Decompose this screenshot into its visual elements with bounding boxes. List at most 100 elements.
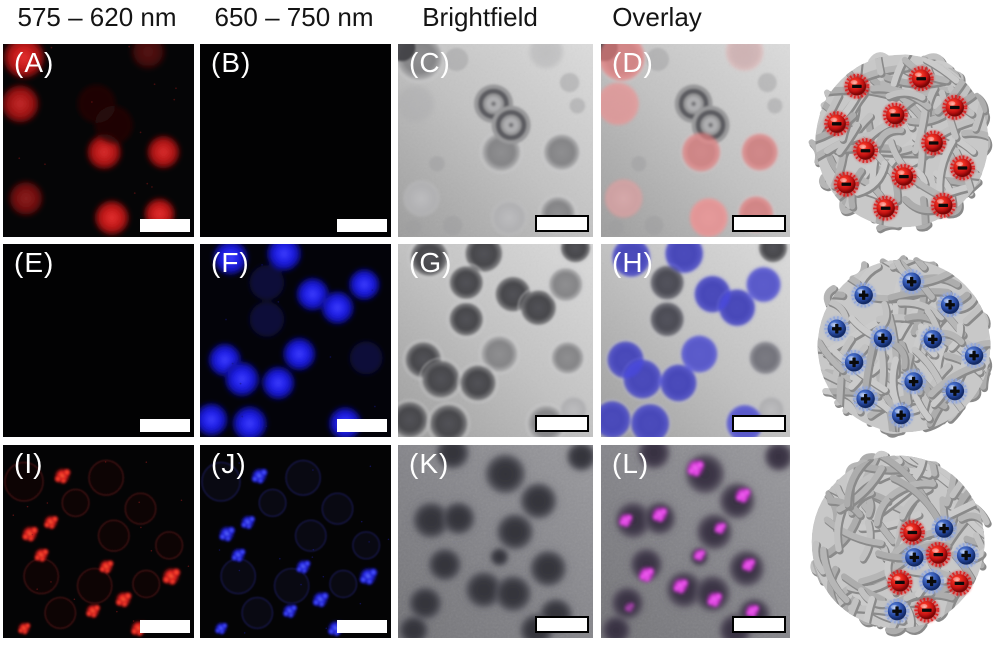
blue-cationic-microgel xyxy=(920,326,946,352)
panel-k-brightfielddark: (K) xyxy=(398,445,593,638)
blue-cationic-microgel xyxy=(841,349,867,375)
faint-microgel-outlines xyxy=(201,459,381,630)
faint-microgel-outlines xyxy=(4,459,184,630)
micrograph-image xyxy=(601,244,790,437)
scale-bar xyxy=(535,415,589,432)
panel-h-overlay: (H) xyxy=(601,244,790,437)
panel-e-blank: (E) xyxy=(3,244,194,437)
schematic-scaffold-blue-cationic-microgels xyxy=(808,250,994,442)
minus-sign xyxy=(880,206,891,210)
blue-cationic-microgel xyxy=(900,368,927,395)
red-anionic-microgel xyxy=(887,569,913,595)
fluorescent-blob-clusters xyxy=(214,467,379,638)
plus-sign xyxy=(849,357,859,368)
panel-label: (H) xyxy=(612,247,654,278)
minus-sign xyxy=(950,105,960,110)
schematic-illustration xyxy=(817,255,993,438)
scale-bar xyxy=(732,415,786,432)
schematic-illustration xyxy=(810,450,992,637)
panel-i-fluorblobs: (I) xyxy=(3,445,194,638)
scale-bar xyxy=(140,219,190,232)
blue-cationic-microgel xyxy=(870,325,896,351)
plus-sign xyxy=(939,523,949,534)
schematic-illustration xyxy=(808,52,993,234)
fluorescent-microgels xyxy=(3,44,182,237)
plus-sign xyxy=(928,334,938,345)
column-header-650-750nm: 650 – 750 nm xyxy=(214,2,374,32)
column-header-brightfield: Brightfield xyxy=(422,2,538,32)
blue-cationic-microgel xyxy=(901,544,927,571)
panel-label: (B) xyxy=(211,47,252,78)
red-anionic-microgel xyxy=(925,541,951,568)
blue-cationic-microgel xyxy=(888,402,914,428)
panel-b-blank: (B) xyxy=(200,44,391,237)
red-anionic-microgel xyxy=(949,155,976,181)
micrograph-image xyxy=(398,244,593,437)
panel-label: (D) xyxy=(612,47,654,78)
red-anionic-microgel xyxy=(882,102,908,128)
panel-label: (G) xyxy=(409,247,453,278)
plus-sign xyxy=(945,299,955,310)
blue-cationic-microgel xyxy=(942,378,968,404)
minus-sign xyxy=(938,203,949,208)
plus-sign xyxy=(832,323,842,334)
minus-sign xyxy=(928,141,939,145)
column-header-overlay: Overlay xyxy=(612,2,702,32)
red-anionic-microgel xyxy=(852,137,879,164)
scale-bar xyxy=(337,219,387,232)
panel-g-brightfield: (G) xyxy=(398,244,593,437)
minus-sign xyxy=(916,77,926,81)
panel-f-fluor: (F) xyxy=(200,244,391,437)
minus-sign xyxy=(860,149,871,153)
blue-cationic-microgel xyxy=(824,316,850,342)
fluorescent-blob-clusters xyxy=(17,467,182,638)
blue-cationic-microgel xyxy=(899,269,925,295)
red-anionic-microgel xyxy=(833,171,859,197)
minus-sign xyxy=(831,122,842,126)
minus-sign xyxy=(954,581,965,586)
panel-label: (I) xyxy=(14,448,44,479)
red-anionic-microgel xyxy=(908,65,934,92)
minus-sign xyxy=(890,113,901,117)
brightfield-microgels xyxy=(398,244,593,437)
scale-bar xyxy=(140,419,190,432)
panel-j-fluorblobs: (J) xyxy=(200,445,391,638)
micrograph-image xyxy=(200,445,391,638)
panel-label: (K) xyxy=(409,448,450,479)
fluorescent-microgels xyxy=(200,244,383,437)
plus-sign xyxy=(858,290,869,300)
magenta-coacervate-blobs xyxy=(618,458,761,619)
panel-c-brightfield: (C) xyxy=(398,44,593,237)
minus-sign xyxy=(852,84,862,89)
scale-bar xyxy=(337,620,387,633)
red-anionic-microgel xyxy=(899,519,926,546)
panel-label: (A) xyxy=(14,47,55,78)
blue-cationic-microgel xyxy=(852,386,879,412)
scale-bar xyxy=(732,616,786,633)
plus-sign xyxy=(969,350,979,361)
plus-sign xyxy=(950,386,960,396)
red-anionic-microgel xyxy=(921,130,947,156)
micrograph-image xyxy=(200,244,391,437)
brightfield-microgels xyxy=(398,44,586,237)
plus-sign xyxy=(896,410,906,420)
plus-sign xyxy=(926,576,937,587)
plus-sign xyxy=(892,606,902,616)
blue-cationic-microgel xyxy=(937,292,963,318)
minus-sign xyxy=(895,580,905,585)
panel-label: (C) xyxy=(409,47,451,78)
scale-bar xyxy=(337,419,387,432)
micrograph-image xyxy=(200,44,391,237)
plus-sign xyxy=(909,552,920,563)
red-anionic-microgel xyxy=(824,111,850,137)
blue-cationic-microgel xyxy=(931,515,957,542)
blue-cationic-microgel xyxy=(918,568,945,595)
red-anionic-microgel xyxy=(942,94,968,121)
micrograph-image xyxy=(3,445,194,638)
minus-sign xyxy=(841,182,852,186)
column-header-575-620nm: 575 – 620 nm xyxy=(17,2,177,32)
scale-bar xyxy=(140,620,190,633)
red-anionic-microgel xyxy=(930,192,956,218)
micrograph-image xyxy=(398,445,593,638)
panel-label: (F) xyxy=(211,247,250,278)
